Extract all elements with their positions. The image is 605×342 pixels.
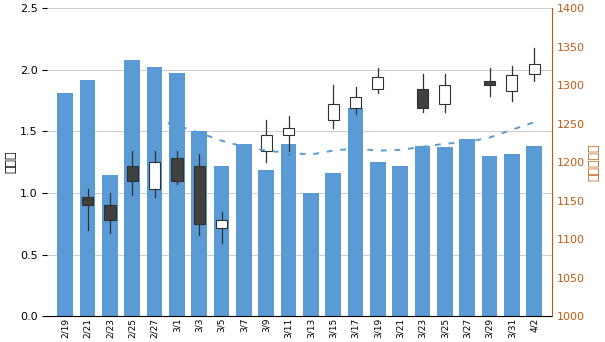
Bar (415, 146, 430, 316)
Bar (57, 93, 73, 316)
Bar (147, 67, 162, 316)
Bar (459, 139, 475, 316)
Bar (350, 97, 361, 108)
Bar (437, 147, 453, 316)
Bar (303, 193, 319, 316)
Bar (258, 170, 274, 316)
Bar (261, 135, 272, 150)
Bar (236, 144, 252, 316)
Bar (126, 166, 138, 182)
Bar (482, 156, 497, 316)
Bar (171, 158, 183, 182)
Bar (169, 74, 185, 316)
Bar (102, 174, 118, 316)
Bar (393, 166, 408, 316)
Bar (372, 78, 384, 89)
Bar (529, 64, 540, 74)
Bar (80, 80, 96, 316)
Bar (125, 60, 140, 316)
Bar (283, 128, 294, 135)
Bar (191, 131, 207, 316)
Bar (370, 162, 386, 316)
Bar (194, 166, 205, 224)
Bar (328, 104, 339, 120)
Bar (325, 173, 341, 316)
Y-axis label: 主導株指数: 主導株指数 (588, 143, 601, 181)
Bar (506, 75, 517, 91)
Bar (417, 89, 428, 108)
Bar (216, 220, 227, 228)
Y-axis label: 出来高: 出来高 (4, 151, 17, 173)
Bar (82, 197, 93, 205)
Bar (504, 154, 520, 316)
Bar (149, 162, 160, 189)
Bar (281, 144, 296, 316)
Bar (348, 108, 364, 316)
Bar (214, 166, 229, 316)
Bar (439, 85, 451, 104)
Bar (526, 146, 542, 316)
Bar (484, 81, 495, 85)
Bar (104, 205, 116, 220)
